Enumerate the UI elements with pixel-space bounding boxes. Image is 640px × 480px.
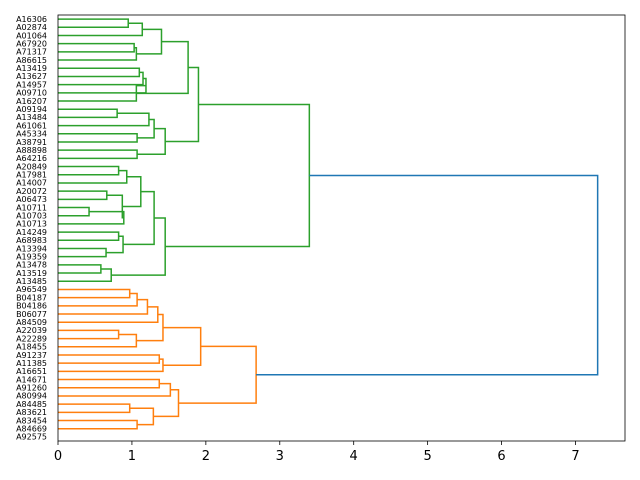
leaf-label: A91237: [16, 351, 47, 360]
leaf-label: A13627: [16, 72, 47, 81]
x-tick-label: 0: [54, 449, 62, 464]
leaf-label: A02874: [16, 23, 47, 32]
dendrogram-link: [129, 407, 155, 426]
leaf-label: A06473: [16, 195, 47, 204]
leaf-label: A13519: [16, 269, 47, 278]
dendrogram-link: [58, 71, 144, 86]
leaf-label: A68983: [16, 236, 47, 245]
x-tick-label: 3: [276, 449, 284, 464]
x-tick-label: 2: [202, 449, 210, 464]
leaf-label: A86615: [16, 56, 47, 65]
leaf-label: A91260: [16, 384, 47, 393]
dendrogram-link: [58, 419, 138, 430]
leaf-label: A10703: [16, 212, 47, 221]
dendrogram-link: [106, 235, 124, 254]
x-axis-ticks: 0 1 2 3 4 5 6 7: [54, 441, 580, 464]
dendrogram-link: [122, 176, 142, 208]
dendrogram-link: [137, 127, 166, 156]
leaf-label: A83621: [16, 408, 47, 417]
leaf-label: A84509: [16, 318, 47, 327]
leaf-label: A14671: [16, 375, 47, 384]
leaf-label: A17981: [16, 171, 47, 180]
dendrogram-link: [58, 292, 138, 307]
leaf-label: A88898: [16, 146, 47, 155]
leaf-labels: A16306A02874A01064A67920A71317A86615A134…: [16, 15, 47, 442]
leaf-label: A01064: [16, 31, 47, 40]
x-tick-label: 7: [571, 449, 579, 464]
leaf-label: A80994: [16, 392, 47, 401]
x-tick-label: 5: [423, 449, 431, 464]
leaf-label: A64216: [16, 154, 47, 163]
dendrogram-links: [58, 18, 599, 430]
leaf-label: A19359: [16, 252, 47, 261]
leaf-label: A84485: [16, 400, 47, 409]
leaf-label: A10713: [16, 220, 47, 229]
dendrogram-link: [58, 264, 102, 274]
dendrogram-link: [58, 206, 90, 217]
leaf-label: A16306: [16, 15, 47, 24]
leaf-label: A71317: [16, 48, 47, 57]
dendrogram-link: [165, 66, 200, 143]
dendrogram-link: [106, 194, 124, 219]
leaf-label: B04186: [16, 302, 47, 311]
dendrogram-link: [58, 133, 138, 143]
plot-frame: [57, 14, 626, 442]
dendrogram-link: [111, 217, 166, 276]
leaf-label: A84669: [16, 425, 47, 434]
leaf-label: A13419: [16, 64, 47, 73]
dendrogram-link: [256, 174, 599, 376]
leaf-label: A83454: [16, 416, 47, 425]
leaf-label: A18455: [16, 343, 47, 352]
dendrogram-link: [58, 382, 172, 397]
dendrogram-link: [162, 326, 202, 366]
dendrogram-link: [58, 210, 125, 225]
leaf-label: A14249: [16, 228, 47, 237]
leaf-label: A67920: [16, 39, 47, 48]
leaf-label: A22289: [16, 334, 47, 343]
leaf-label: A13478: [16, 261, 47, 270]
leaf-label: A20849: [16, 162, 47, 171]
leaf-label: A92575: [16, 433, 47, 442]
leaf-label: A16207: [16, 97, 47, 106]
dendrogram-link: [136, 28, 163, 55]
leaf-label: A20072: [16, 187, 47, 196]
leaf-label: B06077: [16, 310, 47, 319]
x-tick-label: 4: [350, 449, 358, 464]
leaf-label: A09194: [16, 105, 47, 114]
leaf-label: A11385: [16, 359, 47, 368]
dendrogram-link: [58, 354, 161, 364]
dendrogram-link: [178, 345, 257, 404]
leaf-label: A16651: [16, 367, 47, 376]
leaf-label: A14957: [16, 80, 47, 89]
dendrogram-link: [58, 149, 138, 160]
dendrogram-link: [58, 190, 108, 201]
leaf-label: A10711: [16, 203, 47, 212]
x-tick-label: 6: [497, 449, 505, 464]
leaf-label: A45334: [16, 130, 47, 139]
leaf-label: A96549: [16, 285, 47, 294]
leaf-label: A13484: [16, 113, 47, 122]
x-tick-label: 1: [128, 449, 136, 464]
leaf-label: A09710: [16, 89, 47, 98]
leaf-label: A13485: [16, 277, 47, 286]
leaf-label: B04187: [16, 293, 47, 302]
dendrogram-link: [58, 42, 135, 53]
leaf-label: A14007: [16, 179, 47, 188]
leaf-label: A61061: [16, 121, 47, 130]
leaf-label: A22039: [16, 326, 47, 335]
dendrogram-link: [58, 378, 161, 389]
dendrogram-link: [58, 18, 129, 29]
leaf-label: A38791: [16, 138, 47, 147]
leaf-label: A13394: [16, 244, 47, 253]
